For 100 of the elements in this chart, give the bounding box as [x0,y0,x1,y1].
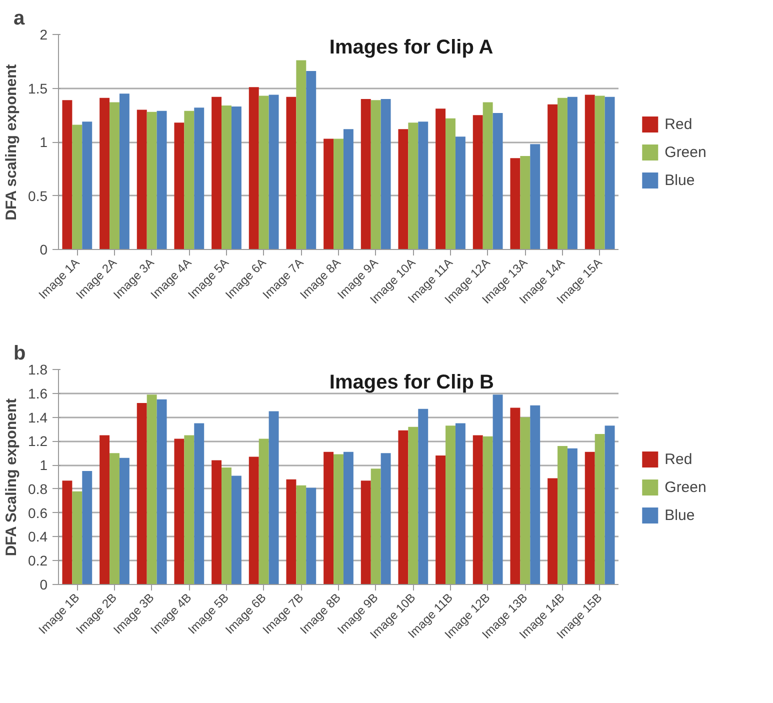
bar [492,112,503,250]
bar [296,60,306,250]
bar [594,434,605,584]
bar [72,491,82,584]
bar [248,456,259,584]
text: a [14,8,26,30]
bar [110,102,120,250]
legend-label: Green [664,478,706,496]
bar [324,138,334,250]
legend-label: Red [664,116,692,132]
bar [82,471,92,584]
bar [604,426,615,584]
y-tick-label: 0.4 [28,528,48,545]
legend-label: Blue [664,172,695,188]
bar [119,458,130,584]
bar [436,456,446,584]
y-axis-title: DFA Scaling exponent [3,398,20,556]
bar [567,448,578,584]
bar [343,452,354,584]
y-tick-label: 1.5 [28,80,48,96]
bar [184,435,194,584]
bar [156,110,167,250]
bar [446,426,456,584]
bar [370,100,381,250]
bar [455,136,466,250]
bar [334,138,344,250]
bar [100,98,110,250]
bar [548,478,558,584]
bar [408,426,418,584]
bar [334,454,344,584]
bar [72,124,82,250]
bar [268,411,279,584]
bar [558,98,568,250]
bar [398,129,408,250]
legend-label: Green [664,144,706,160]
bar [174,122,184,250]
bar [82,122,92,250]
bar [594,96,605,250]
bar [286,96,296,250]
bar [584,94,595,250]
bar [567,96,578,250]
y-tick-label: 1.4 [28,409,48,426]
bar [248,87,259,250]
bar [324,452,334,584]
bar [136,402,147,584]
bar [194,423,204,584]
bar [231,106,242,250]
bar [258,96,269,250]
bar [548,104,558,250]
bar [258,438,269,584]
bar [604,96,615,250]
y-tick-label: 1.6 [28,385,48,402]
chart-title: Images for Clip A [329,36,494,58]
y-tick-label: 0.5 [28,188,48,204]
bar [146,112,157,250]
bar [100,435,110,584]
bar [472,435,483,584]
y-axis-title: DFA scaling exponent [3,64,20,220]
text: b [14,342,26,364]
y-tick-label: 0.6 [28,504,48,521]
bar [482,102,493,250]
bar [184,110,194,250]
chart-title: Images for Clip B [329,372,494,394]
bar [398,430,408,584]
bar [174,438,184,584]
bar [194,108,204,250]
bar [418,408,428,584]
legend-label: Blue [664,506,695,524]
bar [472,115,483,250]
bar [510,158,520,250]
y-tick-label: 1.2 [28,433,48,450]
bar [110,453,120,584]
bar [530,144,540,250]
bar [360,99,371,250]
bar [558,446,568,584]
legend-label: Red [664,450,692,468]
bar [436,108,446,250]
bar [268,94,279,250]
bar [212,96,222,250]
y-tick-label: 1.8 [28,362,48,378]
bar [360,480,371,584]
bar [418,122,428,250]
y-tick-label: 2 [40,26,48,42]
bar [408,122,418,250]
bar [286,479,296,584]
y-tick-label: 1 [40,134,48,150]
bar [370,468,381,584]
bar [446,118,456,250]
bar [62,480,72,584]
y-tick-label: 0.2 [28,552,48,569]
y-tick-label: 0.8 [28,480,48,497]
bar [222,105,232,250]
bar [455,423,466,584]
bar [212,460,222,584]
bar [530,405,540,584]
y-tick-label: 0 [40,242,48,258]
bar [482,436,493,584]
bar [510,408,520,584]
bar [146,394,157,584]
bar [136,110,147,250]
